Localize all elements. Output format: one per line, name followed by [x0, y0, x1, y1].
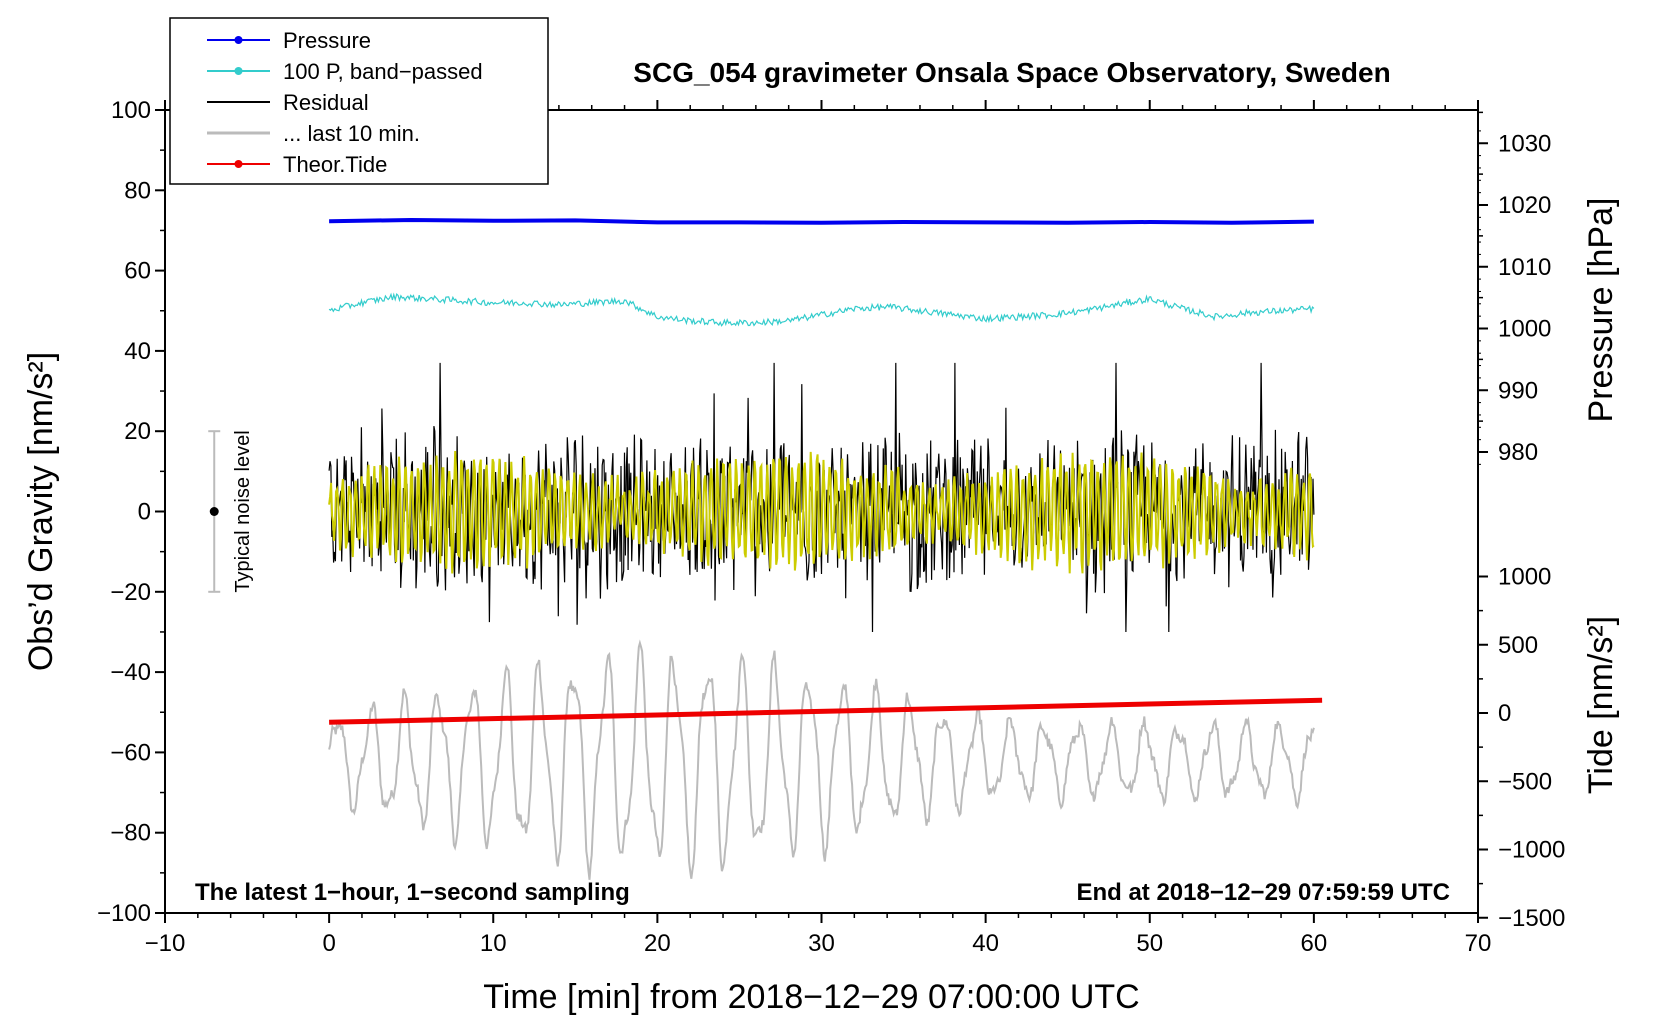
- y-tick-label: −40: [110, 659, 151, 686]
- tide-tick-label: 1000: [1498, 564, 1551, 591]
- pressure-tick-label: 1000: [1498, 316, 1551, 343]
- pressure-tick-label: 1030: [1498, 130, 1551, 157]
- tide-tick-label: −1000: [1498, 837, 1565, 864]
- legend-label-2: Residual: [283, 90, 369, 115]
- y-tick-label: 40: [124, 338, 151, 365]
- noise-label: Typical noise level: [232, 430, 254, 592]
- annotation-left: The latest 1−hour, 1−second sampling: [195, 879, 630, 906]
- tide-tick-label: 500: [1498, 632, 1538, 659]
- legend-label-0: Pressure: [283, 28, 371, 53]
- tide-tick-label: −1500: [1498, 905, 1565, 932]
- legend-marker-0: [234, 36, 243, 44]
- noise-point: [209, 507, 219, 516]
- theor-tide-line: [329, 697, 1323, 725]
- pressure-line: [329, 217, 1314, 225]
- y-tick-label: 60: [124, 258, 151, 285]
- legend-marker-1: [234, 67, 243, 75]
- x-tick-label: 70: [1465, 930, 1492, 957]
- x-tick-label: 40: [972, 930, 999, 957]
- x-tick-label: 10: [480, 930, 507, 957]
- y-tick-label: −20: [110, 579, 151, 606]
- x-axis-title: Time [min] from 2018−12−29 07:00:00 UTC: [483, 978, 1139, 1016]
- y-tick-label: 80: [124, 177, 151, 204]
- residual-filtered-line: [328, 450, 1315, 574]
- y-tick-label: −80: [110, 820, 151, 847]
- x-tick-label: 50: [1136, 930, 1163, 957]
- tide-tick-label: −500: [1498, 768, 1552, 795]
- tide-axis-title: Tide [nm/s²]: [1582, 616, 1620, 794]
- y-tick-label: −60: [110, 739, 151, 766]
- x-tick-label: −10: [145, 930, 186, 957]
- legend-label-1: 100 P, band−passed: [283, 59, 483, 84]
- x-tick-label: 60: [1301, 930, 1328, 957]
- band-passed-pressure-line: [328, 292, 1315, 327]
- y-tick-label: −100: [97, 900, 151, 927]
- y-tick-label: 100: [111, 97, 151, 124]
- y-axis-title: Obs’d Gravity [nm/s²]: [22, 352, 60, 671]
- y-tick-label: 20: [124, 418, 151, 445]
- pressure-axis-title: Pressure [hPa]: [1582, 198, 1620, 423]
- legend-marker-4: [234, 160, 243, 168]
- x-tick-label: 20: [644, 930, 671, 957]
- pressure-tick-label: 990: [1498, 377, 1538, 404]
- y-tick-label: 0: [138, 499, 151, 526]
- legend-label-3: ... last 10 min.: [283, 121, 420, 146]
- legend-label-4: Theor.Tide: [283, 152, 387, 177]
- last-10-min-line: [328, 639, 1315, 880]
- chart-title: SCG_054 gravimeter Onsala Space Observat…: [633, 57, 1390, 88]
- pressure-tick-label: 1010: [1498, 254, 1551, 281]
- tide-tick-label: 0: [1498, 700, 1511, 727]
- pressure-tick-label: 1020: [1498, 192, 1551, 219]
- x-tick-label: 0: [322, 930, 335, 957]
- x-tick-label: 30: [808, 930, 835, 957]
- annotation-right: End at 2018−12−29 07:59:59 UTC: [1076, 879, 1450, 906]
- pressure-tick-label: 980: [1498, 439, 1538, 466]
